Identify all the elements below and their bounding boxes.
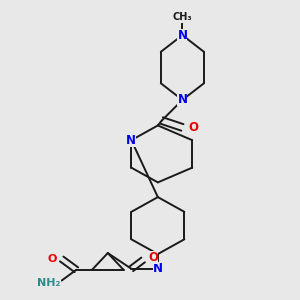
Text: O: O (148, 251, 158, 265)
Text: NH₂: NH₂ (37, 278, 61, 287)
Text: N: N (177, 29, 188, 42)
Text: N: N (126, 134, 136, 147)
Text: CH₃: CH₃ (172, 13, 192, 22)
Text: O: O (188, 121, 198, 134)
Text: O: O (47, 254, 56, 264)
Text: N: N (153, 262, 163, 275)
Text: N: N (177, 93, 188, 106)
